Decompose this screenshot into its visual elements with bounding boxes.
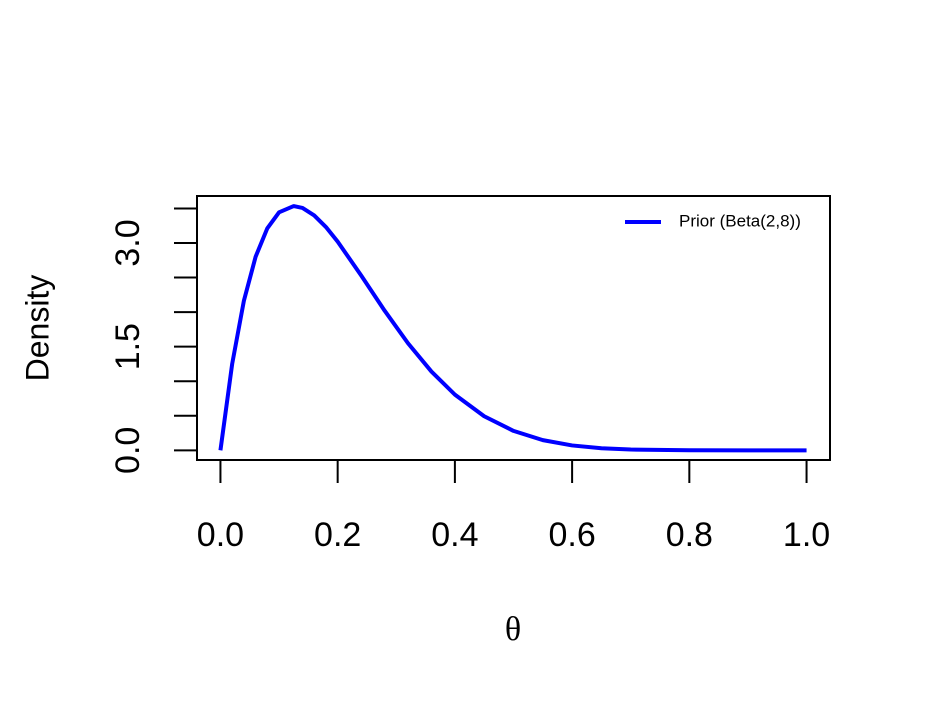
y-tick-label: 0.0 — [109, 427, 147, 474]
x-tick-label: 0.4 — [431, 516, 478, 554]
x-tick-label: 0.2 — [314, 516, 361, 554]
y-tick-label: 3.0 — [109, 219, 147, 266]
x-tick-label: 1.0 — [783, 516, 830, 554]
y-tick-label: 1.5 — [109, 323, 147, 370]
x-axis-label: θ — [505, 611, 521, 648]
plot-frame — [196, 195, 831, 461]
x-tick-label: 0.8 — [666, 516, 713, 554]
x-tick-label: 0.0 — [197, 516, 244, 554]
legend-label: Prior (Beta(2,8)) — [679, 211, 801, 230]
y-axis-label: Density — [19, 275, 55, 382]
series-line — [218, 204, 807, 453]
x-tick-label: 0.6 — [548, 516, 595, 554]
